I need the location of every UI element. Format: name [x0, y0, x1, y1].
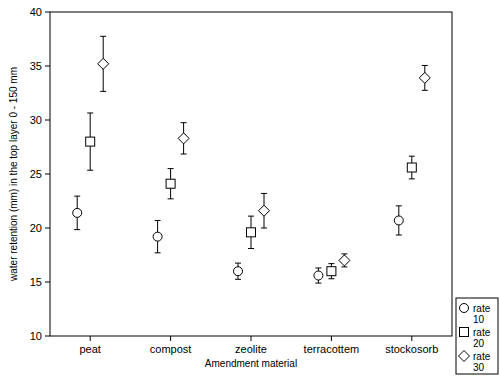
error-cap	[74, 229, 80, 230]
error-cap	[181, 154, 187, 155]
point	[419, 72, 430, 83]
y-tick-label: 35	[30, 60, 42, 72]
x-tick-label: compost	[150, 343, 192, 355]
point	[166, 179, 175, 188]
legend-label: rate10	[473, 303, 491, 325]
legend-label-part: 20	[473, 338, 485, 349]
point	[314, 271, 323, 280]
error-cap	[315, 267, 321, 268]
data-group	[73, 36, 431, 283]
error-cap	[248, 248, 254, 249]
legend: rate10rate20rate30	[456, 298, 498, 374]
error-cap	[235, 263, 241, 264]
point	[234, 267, 243, 276]
point	[339, 255, 350, 266]
point	[73, 208, 82, 217]
error-cap	[155, 252, 161, 253]
y-tick	[45, 228, 50, 229]
y-tick-label: 20	[30, 222, 42, 234]
x-axis-label: Amendment material	[205, 358, 297, 369]
error-cap	[422, 65, 428, 66]
legend-label-part: 10	[473, 314, 485, 325]
error-cap	[261, 228, 267, 229]
legend-label-part: 30	[473, 362, 485, 373]
x-tick	[170, 336, 171, 341]
y-tick-label: 25	[30, 168, 42, 180]
legend-label: rate20	[473, 327, 491, 349]
point	[407, 163, 416, 172]
x-tick	[411, 336, 412, 341]
error-cap	[168, 198, 174, 199]
error-cap	[261, 193, 267, 194]
error-cap	[409, 178, 415, 179]
legend-label-part: rate	[473, 351, 491, 362]
x-tick-label: zeolite	[235, 343, 267, 355]
error-cap	[181, 122, 187, 123]
point	[259, 205, 270, 216]
x-tick-label: peat	[79, 343, 100, 355]
x-tick-label: stockosorb	[385, 343, 438, 355]
error-cap	[328, 278, 334, 279]
error-cap	[248, 216, 254, 217]
y-tick-label: 10	[30, 330, 42, 342]
error-cap	[235, 279, 241, 280]
y-tick	[45, 12, 50, 13]
error-cap	[422, 90, 428, 91]
error-cap	[155, 220, 161, 221]
y-tick	[45, 66, 50, 67]
y-tick	[45, 282, 50, 283]
y-tick	[45, 174, 50, 175]
x-tick	[90, 336, 91, 341]
error-cap	[409, 156, 415, 157]
error-cap	[168, 168, 174, 169]
y-tick	[45, 336, 50, 337]
y-tick	[45, 120, 50, 121]
point	[153, 232, 162, 241]
plot-frame	[50, 12, 452, 336]
y-tick-label: 15	[30, 276, 42, 288]
error-cap	[100, 36, 106, 37]
error-cap	[87, 170, 93, 171]
point	[98, 58, 109, 69]
error-cap	[396, 235, 402, 236]
error-cap	[74, 196, 80, 197]
point	[327, 267, 336, 276]
y-tick-label: 30	[30, 114, 42, 126]
point	[394, 216, 403, 225]
y-tick-label: 40	[30, 6, 42, 18]
point	[86, 137, 95, 146]
point	[247, 228, 256, 237]
x-tick	[251, 336, 252, 341]
error-cap	[328, 263, 334, 264]
error-cap	[315, 283, 321, 284]
chart: 10 15 20 25 30 35 40 peat compost zeolite terracot…	[0, 0, 500, 376]
x-tick-label: terracottem	[304, 343, 360, 355]
y-axis-label: water retention (mm) in the top layer 0 …	[8, 67, 19, 282]
legend-marker	[459, 351, 470, 362]
legend-label-part: rate	[473, 303, 491, 314]
x-tick	[331, 336, 332, 341]
error-cap	[87, 112, 93, 113]
legend-marker	[460, 304, 469, 313]
legend-box	[456, 298, 498, 374]
error-cap	[396, 205, 402, 206]
legend-marker	[460, 328, 469, 337]
point	[178, 133, 189, 144]
legend-label-part: rate	[473, 327, 491, 338]
legend-label: rate30	[473, 351, 491, 373]
error-cap	[100, 91, 106, 92]
